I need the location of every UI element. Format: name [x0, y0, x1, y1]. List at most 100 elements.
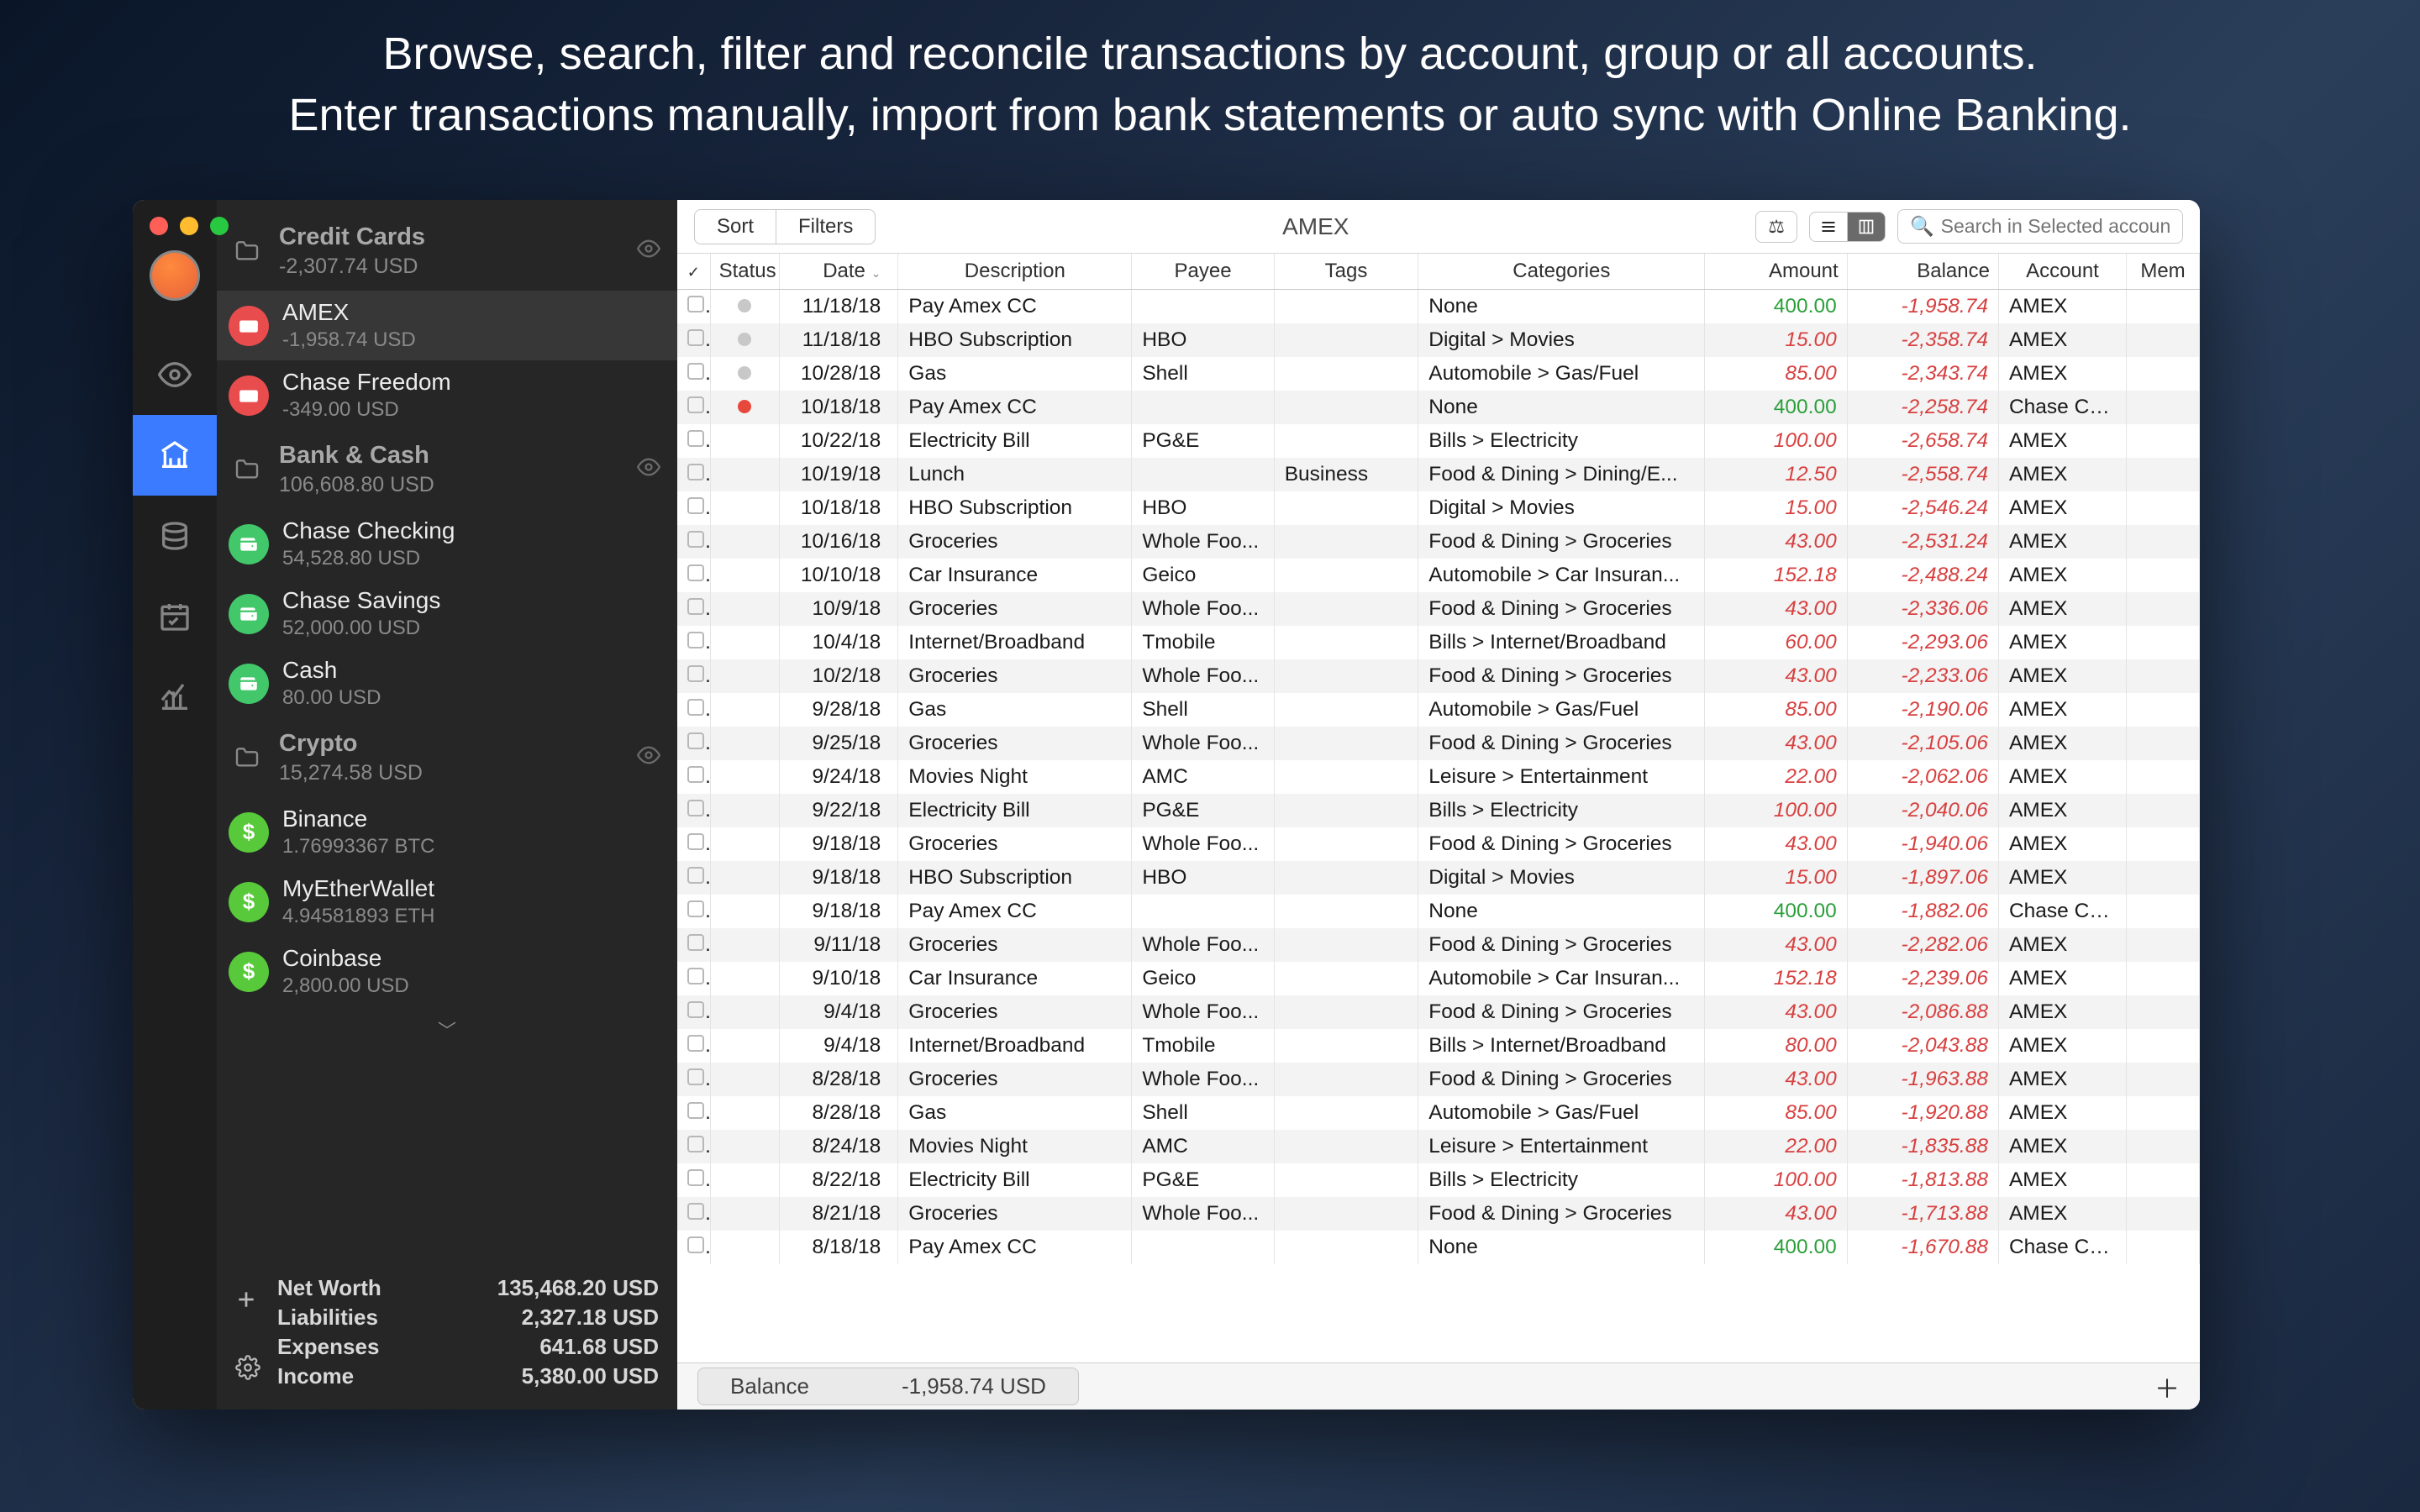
row-checkbox[interactable] [687, 833, 704, 850]
row-checkbox[interactable] [687, 1203, 704, 1220]
table-view-button[interactable] [1847, 212, 1886, 242]
column-header[interactable]: Payee [1132, 254, 1274, 290]
zoom-button[interactable] [210, 217, 229, 235]
column-header[interactable]: Tags [1274, 254, 1418, 290]
visibility-icon[interactable] [637, 237, 660, 266]
sidebar-collapse-chevron[interactable]: ﹀ [217, 1006, 677, 1053]
sidebar-account[interactable]: Chase Checking 54,528.80 USD [217, 509, 677, 579]
sidebar-account[interactable]: $ Binance 1.76993367 BTC [217, 797, 677, 867]
sidebar-account[interactable]: $ MyEtherWallet 4.94581893 ETH [217, 867, 677, 937]
row-checkbox[interactable] [687, 564, 704, 581]
filters-button[interactable]: Filters [776, 209, 876, 244]
table-row[interactable]: 9/18/18 HBO Subscription HBO Digital > M… [677, 861, 2200, 895]
column-header[interactable]: ✓ [677, 254, 710, 290]
table-row[interactable]: 10/22/18 Electricity Bill PG&E Bills > E… [677, 424, 2200, 458]
sidebar-account[interactable]: AMEX -1,958.74 USD [217, 291, 677, 360]
table-row[interactable]: 8/28/18 Gas Shell Automobile > Gas/Fuel … [677, 1096, 2200, 1130]
column-header[interactable]: Description [898, 254, 1132, 290]
row-checkbox[interactable] [687, 1001, 704, 1018]
table-row[interactable]: 9/24/18 Movies Night AMC Leisure > Enter… [677, 760, 2200, 794]
table-row[interactable]: 11/18/18 Pay Amex CC None 400.00 -1,958.… [677, 290, 2200, 323]
row-checkbox[interactable] [687, 1236, 704, 1253]
table-row[interactable]: 9/18/18 Groceries Whole Foo... Food & Di… [677, 827, 2200, 861]
table-row[interactable]: 9/18/18 Pay Amex CC None 400.00 -1,882.0… [677, 895, 2200, 928]
sidebar-account[interactable]: Cash 80.00 USD [217, 648, 677, 718]
row-checkbox[interactable] [687, 800, 704, 816]
rail-reports[interactable] [133, 657, 217, 738]
sidebar-group[interactable]: Crypto 15,274.58 USD [217, 718, 677, 797]
sidebar-group[interactable]: Credit Cards -2,307.74 USD [217, 212, 677, 291]
table-row[interactable]: 10/9/18 Groceries Whole Foo... Food & Di… [677, 592, 2200, 626]
add-transaction-button[interactable]: ＋ [2154, 1368, 2180, 1405]
row-checkbox[interactable] [687, 968, 704, 984]
sidebar-group[interactable]: Bank & Cash 106,608.80 USD [217, 430, 677, 509]
row-checkbox[interactable] [687, 497, 704, 514]
row-checkbox[interactable] [687, 632, 704, 648]
table-row[interactable]: 10/18/18 Pay Amex CC None 400.00 -2,258.… [677, 391, 2200, 424]
column-header[interactable]: Mem [2127, 254, 2200, 290]
row-checkbox[interactable] [687, 296, 704, 312]
table-row[interactable]: 9/11/18 Groceries Whole Foo... Food & Di… [677, 928, 2200, 962]
row-checkbox[interactable] [687, 1102, 704, 1119]
table-row[interactable]: 10/10/18 Car Insurance Geico Automobile … [677, 559, 2200, 592]
row-checkbox[interactable] [687, 732, 704, 749]
table-row[interactable]: 8/21/18 Groceries Whole Foo... Food & Di… [677, 1197, 2200, 1231]
column-header[interactable]: Status [710, 254, 780, 290]
table-row[interactable]: 8/18/18 Pay Amex CC None 400.00 -1,670.8… [677, 1231, 2200, 1264]
balance-icon[interactable]: ⚖ [1755, 211, 1797, 243]
row-checkbox[interactable] [687, 598, 704, 615]
table-row[interactable]: 9/4/18 Groceries Whole Foo... Food & Din… [677, 995, 2200, 1029]
row-checkbox[interactable] [687, 430, 704, 447]
row-checkbox[interactable] [687, 396, 704, 413]
row-checkbox[interactable] [687, 363, 704, 380]
rail-calendar[interactable] [133, 576, 217, 657]
column-header[interactable]: Amount [1705, 254, 1847, 290]
row-checkbox[interactable] [687, 464, 704, 480]
row-checkbox[interactable] [687, 900, 704, 917]
row-checkbox[interactable] [687, 867, 704, 884]
minimize-button[interactable] [180, 217, 198, 235]
table-row[interactable]: 9/28/18 Gas Shell Automobile > Gas/Fuel … [677, 693, 2200, 727]
table-row[interactable]: 10/18/18 HBO Subscription HBO Digital > … [677, 491, 2200, 525]
table-row[interactable]: 9/4/18 Internet/Broadband Tmobile Bills … [677, 1029, 2200, 1063]
table-row[interactable]: 9/22/18 Electricity Bill PG&E Bills > El… [677, 794, 2200, 827]
table-row[interactable]: 8/24/18 Movies Night AMC Leisure > Enter… [677, 1130, 2200, 1163]
table-row[interactable]: 10/2/18 Groceries Whole Foo... Food & Di… [677, 659, 2200, 693]
table-row[interactable]: 9/25/18 Groceries Whole Foo... Food & Di… [677, 727, 2200, 760]
row-checkbox[interactable] [687, 934, 704, 951]
add-account-button[interactable] [235, 1289, 260, 1316]
row-checkbox[interactable] [687, 531, 704, 548]
sidebar-account[interactable]: $ Coinbase 2,800.00 USD [217, 937, 677, 1006]
row-checkbox[interactable] [687, 329, 704, 346]
table-row[interactable]: 10/4/18 Internet/Broadband Tmobile Bills… [677, 626, 2200, 659]
row-checkbox[interactable] [687, 1068, 704, 1085]
rail-accounts[interactable] [133, 415, 217, 496]
table-row[interactable]: 8/22/18 Electricity Bill PG&E Bills > El… [677, 1163, 2200, 1197]
sidebar-account[interactable]: Chase Freedom -349.00 USD [217, 360, 677, 430]
column-header[interactable]: Balance [1847, 254, 1998, 290]
table-row[interactable]: 8/28/18 Groceries Whole Foo... Food & Di… [677, 1063, 2200, 1096]
table-row[interactable]: 10/28/18 Gas Shell Automobile > Gas/Fuel… [677, 357, 2200, 391]
row-checkbox[interactable] [687, 1035, 704, 1052]
visibility-icon[interactable] [637, 455, 660, 485]
rail-overview[interactable] [133, 334, 217, 415]
column-header[interactable]: Categories [1418, 254, 1705, 290]
row-checkbox[interactable] [687, 766, 704, 783]
table-row[interactable]: 10/19/18 Lunch Business Food & Dining > … [677, 458, 2200, 491]
row-checkbox[interactable] [687, 1169, 704, 1186]
search-input[interactable] [1941, 215, 2170, 238]
visibility-icon[interactable] [637, 743, 660, 773]
column-header[interactable]: Date ⌄ [780, 254, 898, 290]
row-checkbox[interactable] [687, 699, 704, 716]
table-row[interactable]: 9/10/18 Car Insurance Geico Automobile >… [677, 962, 2200, 995]
column-header[interactable]: Account [1998, 254, 2126, 290]
row-checkbox[interactable] [687, 1136, 704, 1152]
sidebar-account[interactable]: Chase Savings 52,000.00 USD [217, 579, 677, 648]
table-row[interactable]: 11/18/18 HBO Subscription HBO Digital > … [677, 323, 2200, 357]
table-row[interactable]: 10/16/18 Groceries Whole Foo... Food & D… [677, 525, 2200, 559]
search-box[interactable]: 🔍 [1897, 209, 2183, 244]
list-view-button[interactable] [1809, 212, 1847, 242]
sort-button[interactable]: Sort [694, 209, 776, 244]
settings-button[interactable] [235, 1355, 260, 1386]
row-checkbox[interactable] [687, 665, 704, 682]
